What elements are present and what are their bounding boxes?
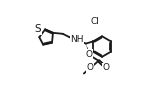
Text: NH: NH [70, 35, 84, 44]
Text: O: O [85, 50, 92, 59]
Text: O: O [103, 63, 110, 72]
Text: S: S [34, 24, 41, 34]
Text: O: O [86, 63, 93, 72]
Polygon shape [86, 44, 91, 55]
Text: Cl: Cl [90, 17, 99, 26]
